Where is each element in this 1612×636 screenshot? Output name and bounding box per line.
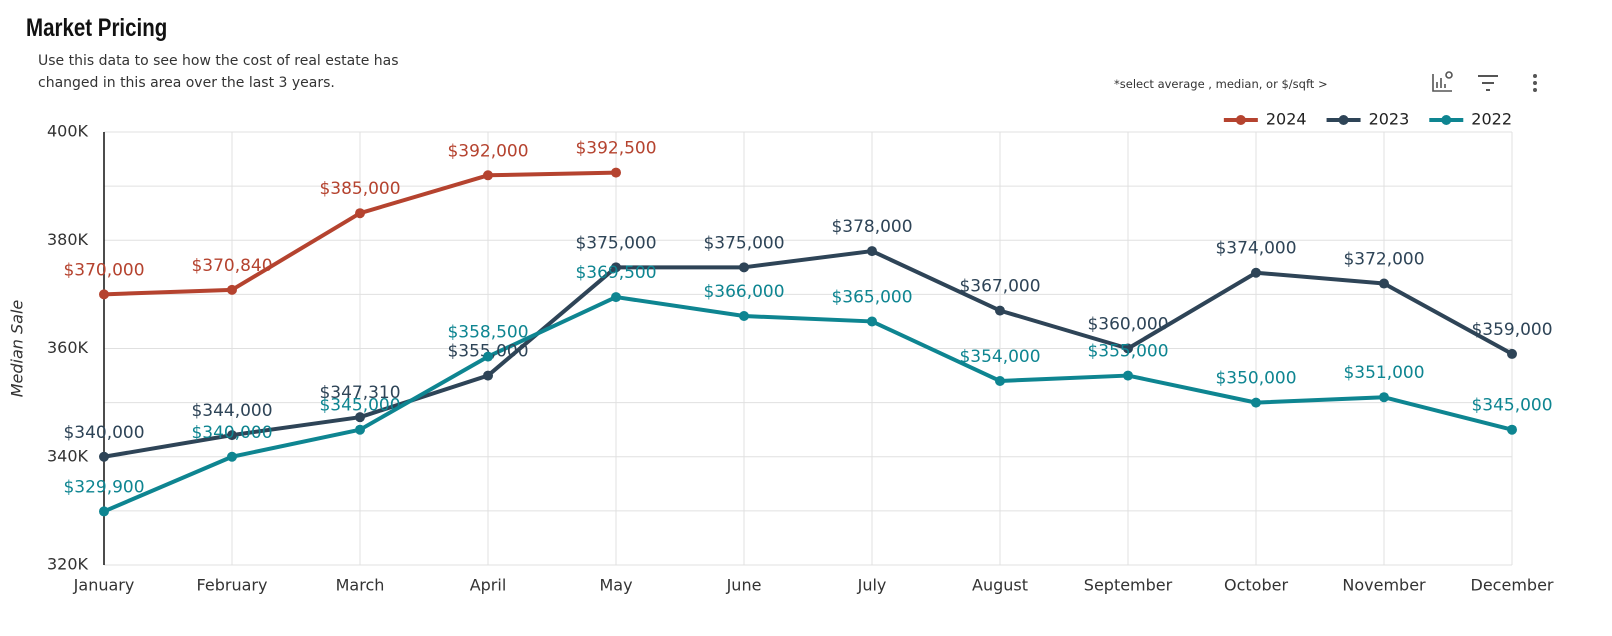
y-tick-label: 340K — [47, 446, 89, 465]
x-tick-label: January — [73, 576, 135, 595]
data-point — [995, 375, 1005, 386]
x-tick-label: September — [1084, 576, 1173, 595]
x-tick-label: December — [1471, 576, 1554, 595]
data-point — [867, 316, 877, 327]
data-label: $375,000 — [703, 233, 784, 253]
data-point — [355, 412, 365, 423]
data-label: $340,000 — [191, 423, 272, 443]
x-tick-label: March — [336, 576, 385, 595]
select-note[interactable]: *select average , median, or $/sqft > — [1114, 77, 1328, 91]
y-axis-label: Median Sale — [8, 300, 27, 398]
legend-label: 2023 — [1369, 110, 1410, 129]
data-label: $347,310 — [319, 383, 400, 403]
data-label: $345,000 — [319, 396, 400, 416]
data-label: $385,000 — [319, 179, 400, 199]
data-label: $369,500 — [575, 263, 656, 283]
legend-marker — [1235, 115, 1246, 125]
x-tick-label: June — [726, 576, 762, 595]
data-label: $344,000 — [191, 401, 272, 421]
series-line — [103, 295, 1513, 514]
data-point — [483, 351, 493, 362]
data-point — [1251, 397, 1261, 408]
subtitle: Use this data to see how the cost of rea… — [38, 53, 399, 91]
legend-label: 2024 — [1266, 110, 1307, 129]
data-point — [227, 284, 237, 295]
data-label: $329,900 — [63, 477, 144, 497]
data-point — [867, 246, 877, 257]
chart-icon[interactable] — [1432, 71, 1453, 92]
data-point — [739, 262, 749, 273]
data-label: $365,000 — [831, 287, 912, 307]
legend-marker — [1338, 115, 1349, 125]
x-tick-label: April — [470, 576, 507, 595]
data-point — [1507, 348, 1517, 359]
data-point — [611, 167, 621, 178]
data-label: $374,000 — [1215, 239, 1296, 259]
data-label: $367,000 — [959, 277, 1040, 297]
data-label: $392,000 — [447, 141, 528, 161]
data-point — [1251, 267, 1261, 278]
data-point — [99, 289, 109, 300]
data-label: $351,000 — [1343, 363, 1424, 383]
x-tick-label: February — [197, 576, 268, 595]
data-point — [99, 506, 109, 517]
data-point — [483, 170, 493, 181]
y-tick-label: 400K — [47, 122, 89, 141]
data-label: $370,840 — [191, 256, 272, 276]
x-tick-label: August — [972, 576, 1028, 595]
y-tick-label: 360K — [47, 338, 89, 357]
x-tick-label: May — [599, 576, 632, 595]
x-tick-label: November — [1342, 576, 1426, 595]
data-label: $350,000 — [1215, 369, 1296, 389]
filter-icon[interactable] — [1478, 75, 1498, 91]
data-label: $345,000 — [1471, 396, 1552, 416]
data-point — [355, 208, 365, 219]
data-point — [1379, 392, 1389, 403]
data-label: $375,000 — [575, 233, 656, 253]
data-label: $372,000 — [1343, 250, 1424, 270]
data-label: $366,000 — [703, 282, 784, 302]
data-label: $358,500 — [447, 323, 528, 343]
data-point — [1123, 370, 1133, 381]
legend-label: 2022 — [1471, 110, 1512, 129]
y-tick-label: 320K — [47, 555, 89, 574]
data-label: $355,000 — [447, 342, 528, 362]
data-point — [1379, 278, 1389, 289]
data-point — [99, 451, 109, 462]
x-tick-label: October — [1224, 576, 1288, 595]
y-tick-label: 380K — [47, 230, 89, 249]
data-label: $392,500 — [575, 139, 656, 159]
data-point — [1507, 424, 1517, 435]
data-point — [995, 305, 1005, 316]
data-point — [227, 430, 237, 441]
title: Market Pricing — [26, 14, 168, 42]
data-label: $354,000 — [959, 347, 1040, 367]
data-point — [739, 311, 749, 322]
x-tick-label: July — [857, 576, 887, 595]
data-label: $378,000 — [831, 217, 912, 237]
data-label: $359,000 — [1471, 320, 1552, 340]
data-point — [483, 370, 493, 381]
data-point — [355, 424, 365, 435]
series-line — [103, 249, 1513, 459]
data-label: $355,000 — [1087, 342, 1168, 362]
menu-icon[interactable] — [1533, 74, 1537, 92]
data-point — [227, 451, 237, 462]
data-label: $370,000 — [63, 260, 144, 280]
data-point — [611, 292, 621, 303]
data-label: $360,000 — [1087, 315, 1168, 335]
data-label: $340,000 — [63, 423, 144, 443]
data-point — [611, 262, 621, 273]
data-point — [1123, 343, 1133, 354]
legend-marker — [1441, 115, 1452, 125]
